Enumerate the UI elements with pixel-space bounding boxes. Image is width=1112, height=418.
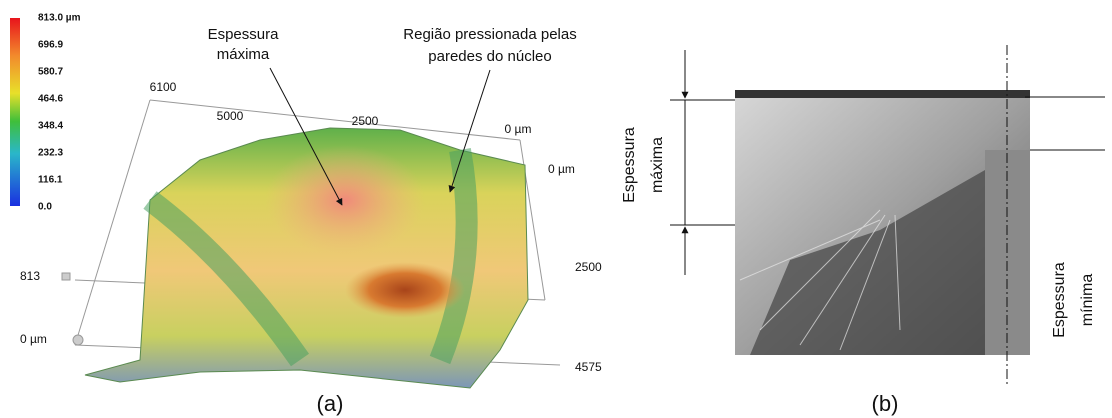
annotation: paredes do núcleo bbox=[428, 48, 551, 65]
colorbar-label: 813.0 µm bbox=[38, 13, 81, 24]
surface-peak bbox=[265, 145, 425, 255]
colorbar-label: 580.7 bbox=[38, 67, 63, 78]
caption: (b) bbox=[872, 391, 899, 416]
annotation: máxima bbox=[217, 46, 270, 63]
x-axis-label: 6100 bbox=[150, 80, 177, 94]
axis-knob bbox=[73, 335, 83, 345]
figure: 813.0 µm 696.9 580.7 464.6 348.4 232.3 116.1 0.… bbox=[0, 0, 1112, 418]
x-axis-label: 5000 bbox=[217, 109, 244, 123]
colorbar bbox=[10, 18, 20, 206]
z-axis-label: 0 µm bbox=[20, 332, 47, 346]
axis-knob bbox=[62, 273, 70, 280]
annotation: Região pressionada pelas bbox=[403, 26, 576, 43]
annotation: Espessura bbox=[208, 26, 280, 43]
surface-dark bbox=[345, 262, 465, 318]
colorbar-label: 0.0 bbox=[38, 202, 52, 213]
z-axis-label: 813 bbox=[20, 269, 40, 283]
colorbar-label: 464.6 bbox=[38, 94, 63, 105]
side-label: Espessura bbox=[1051, 262, 1068, 338]
side-label: mínima bbox=[1079, 274, 1096, 327]
colorbar-label: 116.1 bbox=[38, 175, 63, 186]
colorbar-label: 696.9 bbox=[38, 40, 63, 51]
x-axis-label: 2500 bbox=[352, 114, 379, 128]
micrograph-edge bbox=[735, 90, 1030, 98]
colorbar-label: 232.3 bbox=[38, 148, 63, 159]
x-axis-label: 0 µm bbox=[505, 122, 532, 136]
y-axis-label: 0 µm bbox=[548, 162, 575, 176]
side-label: Espessura bbox=[621, 127, 638, 203]
side-label: máxima bbox=[649, 137, 666, 193]
caption: (a) bbox=[317, 391, 344, 416]
y-axis-label: 2500 bbox=[575, 260, 602, 274]
y-axis-label: 4575 bbox=[575, 360, 602, 374]
colorbar-label: 348.4 bbox=[38, 121, 63, 132]
